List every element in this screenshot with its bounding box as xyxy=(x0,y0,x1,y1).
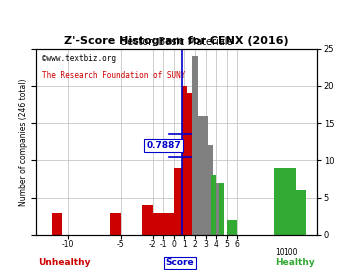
Text: 10: 10 xyxy=(275,248,284,257)
Y-axis label: Number of companies (246 total): Number of companies (246 total) xyxy=(19,78,28,205)
Text: Score: Score xyxy=(166,258,194,267)
Text: The Research Foundation of SUNY: The Research Foundation of SUNY xyxy=(42,71,185,80)
Text: Sector: Basic Materials: Sector: Basic Materials xyxy=(121,37,232,47)
Text: Unhealthy: Unhealthy xyxy=(39,258,91,267)
Bar xyxy=(192,56,198,235)
Bar xyxy=(198,116,203,235)
Text: ©www.textbiz.org: ©www.textbiz.org xyxy=(42,54,116,63)
Bar xyxy=(274,168,285,235)
Bar xyxy=(182,86,187,235)
Bar xyxy=(153,212,163,235)
Bar xyxy=(232,220,237,235)
Bar xyxy=(174,168,184,235)
Bar xyxy=(52,212,63,235)
Bar xyxy=(285,168,296,235)
Text: Healthy: Healthy xyxy=(275,258,315,267)
Bar xyxy=(110,212,121,235)
Bar xyxy=(211,175,216,235)
Bar xyxy=(163,212,174,235)
Bar xyxy=(208,146,213,235)
Bar xyxy=(296,190,306,235)
Text: 100: 100 xyxy=(283,248,298,257)
Bar xyxy=(219,183,224,235)
Bar xyxy=(142,205,153,235)
Bar xyxy=(216,183,221,235)
Bar xyxy=(187,93,192,235)
Bar xyxy=(203,116,208,235)
Title: Z'-Score Histogram for CENX (2016): Z'-Score Histogram for CENX (2016) xyxy=(64,36,289,46)
Bar xyxy=(227,220,232,235)
Text: 0.7887: 0.7887 xyxy=(146,141,181,150)
